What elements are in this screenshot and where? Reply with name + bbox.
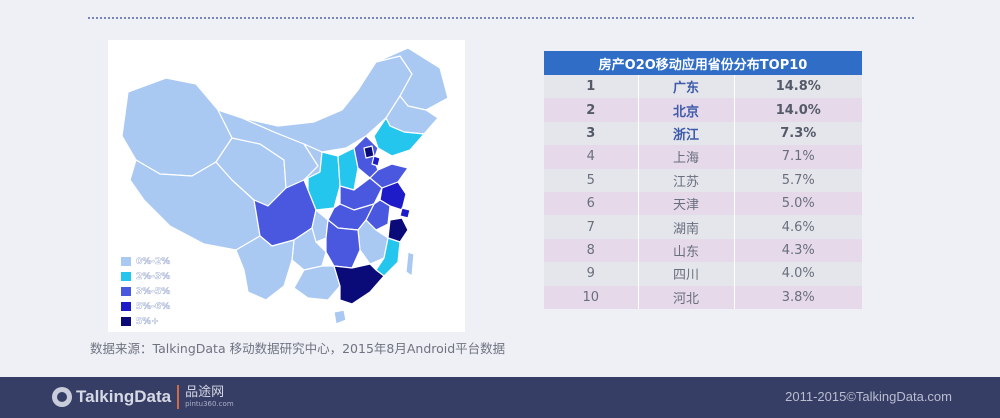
rank-cell: 4 bbox=[544, 145, 639, 169]
china-map-svg bbox=[121, 47, 449, 325]
value-cell: 7.1% bbox=[734, 145, 862, 169]
province-tianjin bbox=[371, 155, 381, 167]
legend-label: 2%-3% bbox=[136, 271, 171, 282]
table-title: 房产O2O移动应用省份分布TOP10 bbox=[544, 51, 862, 75]
province-shanxi bbox=[337, 147, 359, 191]
table-row: 10 河北 3.8% bbox=[544, 285, 862, 309]
legend-item: 0%-2% bbox=[120, 254, 170, 269]
table-body: 1 广东 14.8% 2 北京 14.0% 3 浙江 7.3% 4 上海 7.1% 5 江苏 5.7% 6 天津… bbox=[544, 75, 862, 309]
province-cell: 河北 bbox=[638, 285, 735, 309]
rank-cell: 1 bbox=[544, 75, 639, 99]
talkingdata-logo-text: TalkingData bbox=[76, 387, 172, 406]
province-cell: 广东 bbox=[638, 75, 735, 99]
legend-swatch bbox=[120, 301, 132, 312]
partner-url: pintu360.com bbox=[185, 399, 234, 408]
rank-cell: 3 bbox=[544, 121, 639, 146]
copyright-text: 2011-2015©TalkingData.com bbox=[785, 389, 952, 404]
province-cell: 北京 bbox=[638, 98, 735, 122]
province-guizhou bbox=[291, 227, 327, 271]
table-header-row: 房产O2O移动应用省份分布TOP10 bbox=[544, 51, 862, 75]
data-source-note: 数据来源：TalkingData 移动数据研究中心，2015年8月Android… bbox=[90, 341, 506, 356]
province-beijing bbox=[363, 145, 375, 159]
partner-logo: 品途网 pintu360.com bbox=[185, 384, 234, 409]
rank-cell: 5 bbox=[544, 168, 639, 192]
table-row: 8 山东 4.3% bbox=[544, 238, 862, 263]
table-row: 2 北京 14.0% bbox=[544, 98, 862, 122]
legend-label: 0%-2% bbox=[136, 256, 171, 267]
province-cell: 上海 bbox=[638, 145, 735, 169]
legend-item: 2%-3% bbox=[120, 269, 170, 284]
china-map: 0%-2% 2%-3% 3%-5% 5%-6% 5%+ bbox=[108, 40, 465, 332]
map-legend: 0%-2% 2%-3% 3%-5% 5%-6% 5%+ bbox=[120, 254, 170, 329]
province-yunnan bbox=[235, 235, 295, 301]
rank-cell: 10 bbox=[544, 285, 639, 309]
province-shanghai bbox=[399, 207, 411, 219]
province-cell: 天津 bbox=[638, 191, 735, 216]
value-cell: 3.8% bbox=[734, 285, 862, 309]
province-cell: 浙江 bbox=[638, 121, 735, 146]
legend-label: 3%-5% bbox=[136, 286, 171, 297]
footer-bar: TalkingData 品途网 pintu360.com 2011-2015©T… bbox=[0, 377, 1000, 418]
province-liaoning bbox=[373, 117, 425, 157]
province-taiwan bbox=[405, 251, 415, 277]
rank-cell: 7 bbox=[544, 215, 639, 239]
value-cell: 4.3% bbox=[734, 238, 862, 263]
table-row: 5 江苏 5.7% bbox=[544, 168, 862, 192]
province-cell: 湖南 bbox=[638, 215, 735, 239]
value-cell: 5.7% bbox=[734, 168, 862, 192]
table-row: 1 广东 14.8% bbox=[544, 75, 862, 99]
legend-swatch bbox=[120, 316, 132, 327]
province-guangxi bbox=[293, 265, 341, 301]
table-row: 6 天津 5.0% bbox=[544, 191, 862, 216]
top-dotted-divider bbox=[88, 17, 914, 19]
legend-item: 3%-5% bbox=[120, 284, 170, 299]
legend-swatch bbox=[120, 271, 132, 282]
value-cell: 4.0% bbox=[734, 262, 862, 286]
value-cell: 5.0% bbox=[734, 191, 862, 216]
table-row: 9 四川 4.0% bbox=[544, 262, 862, 286]
value-cell: 14.0% bbox=[734, 98, 862, 122]
rank-cell: 9 bbox=[544, 262, 639, 286]
table-row: 7 湖南 4.6% bbox=[544, 215, 862, 239]
table-row: 3 浙江 7.3% bbox=[544, 121, 862, 146]
logo-divider bbox=[177, 385, 180, 409]
legend-label: 5%+ bbox=[136, 316, 159, 327]
footer-logos: TalkingData 品途网 pintu360.com bbox=[52, 385, 234, 409]
province-cell: 山东 bbox=[638, 238, 735, 263]
rank-cell: 8 bbox=[544, 238, 639, 263]
rank-cell: 6 bbox=[544, 191, 639, 216]
rank-cell: 2 bbox=[544, 98, 639, 122]
value-cell: 4.6% bbox=[734, 215, 862, 239]
legend-item: 5%-6% bbox=[120, 299, 170, 314]
legend-swatch bbox=[120, 256, 132, 267]
value-cell: 7.3% bbox=[734, 121, 862, 146]
talkingdata-logo-icon bbox=[52, 387, 72, 407]
province-cell: 江苏 bbox=[638, 168, 735, 192]
province-cell: 四川 bbox=[638, 262, 735, 286]
table-row: 4 上海 7.1% bbox=[544, 145, 862, 169]
province-hainan bbox=[333, 309, 347, 325]
province-zhejiang bbox=[387, 217, 409, 243]
partner-name: 品途网 bbox=[185, 384, 225, 400]
legend-swatch bbox=[120, 286, 132, 297]
legend-item: 5%+ bbox=[120, 314, 170, 329]
province-hunan bbox=[325, 219, 361, 269]
value-cell: 14.8% bbox=[734, 75, 862, 99]
province-guangdong bbox=[333, 263, 385, 305]
legend-label: 5%-6% bbox=[136, 301, 171, 312]
province-ranking-table: 房产O2O移动应用省份分布TOP10 1 广东 14.8% 2 北京 14.0% 3 浙江 7.… bbox=[544, 51, 862, 309]
